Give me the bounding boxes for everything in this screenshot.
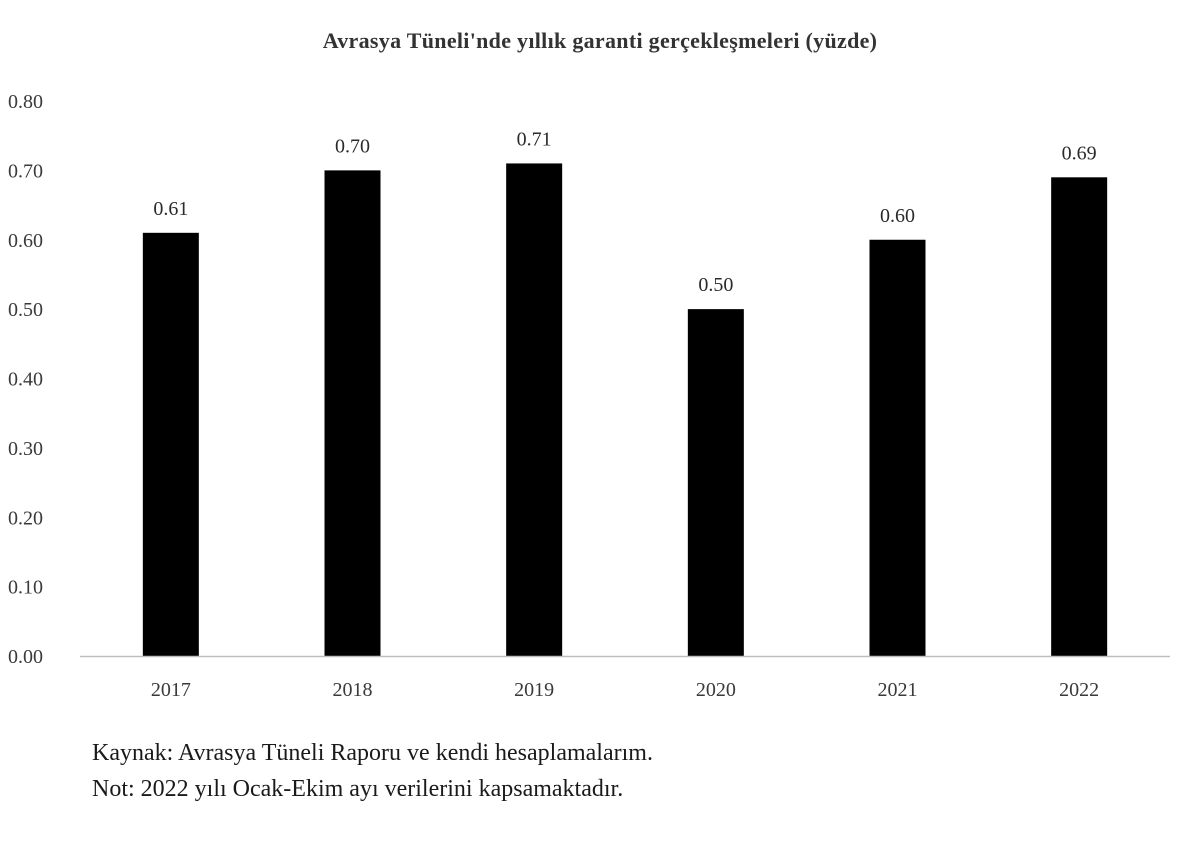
y-tick-label: 0.20	[8, 507, 43, 529]
data-label: 0.69	[1062, 142, 1097, 164]
data-label: 0.50	[698, 274, 733, 296]
x-tick-label: 2018	[333, 679, 373, 701]
y-tick-label: 0.80	[8, 91, 43, 113]
x-tick-label: 2022	[1059, 679, 1099, 701]
bar-series	[142, 163, 1108, 656]
x-tick-label: 2021	[878, 679, 918, 701]
source-note: Kaynak: Avrasya Tüneli Raporu ve kendi h…	[92, 740, 653, 766]
data-label: 0.70	[335, 135, 370, 157]
y-axis-ticks: 0.00 0.10 0.20 0.30 0.40 0.50 0.60 0.70 0.80	[8, 91, 43, 668]
x-tick-label: 2020	[696, 679, 736, 701]
x-axis-ticks: 2017 2018 2019 2020 2021 2022	[151, 679, 1099, 701]
y-tick-label: 0.70	[8, 160, 43, 182]
y-tick-label: 0.10	[8, 577, 43, 599]
x-tick-label: 2017	[151, 679, 191, 701]
bar-chart: 0.00 0.10 0.20 0.30 0.40 0.50 0.60 0.70 0.80 0.6…	[8, 91, 1170, 701]
y-tick-label: 0.30	[8, 438, 43, 460]
bar	[687, 309, 744, 656]
y-tick-label: 0.60	[8, 230, 43, 252]
bar	[142, 232, 199, 656]
data-label: 0.61	[153, 198, 188, 220]
data-label: 0.60	[880, 205, 915, 227]
data-labels: 0.61 0.70 0.71 0.50 0.60 0.69	[153, 128, 1096, 296]
bar	[506, 163, 563, 656]
y-tick-label: 0.40	[8, 369, 43, 391]
bar	[324, 170, 381, 656]
x-tick-label: 2019	[514, 679, 554, 701]
footnote: Not: 2022 yılı Ocak-Ekim ayı verilerini …	[92, 776, 624, 802]
bar	[869, 239, 926, 656]
chart-title: Avrasya Tüneli'nde yıllık garanti gerçek…	[322, 28, 878, 53]
data-label: 0.71	[517, 128, 552, 150]
bar	[1051, 177, 1108, 656]
y-tick-label: 0.00	[8, 646, 43, 668]
y-tick-label: 0.50	[8, 299, 43, 321]
